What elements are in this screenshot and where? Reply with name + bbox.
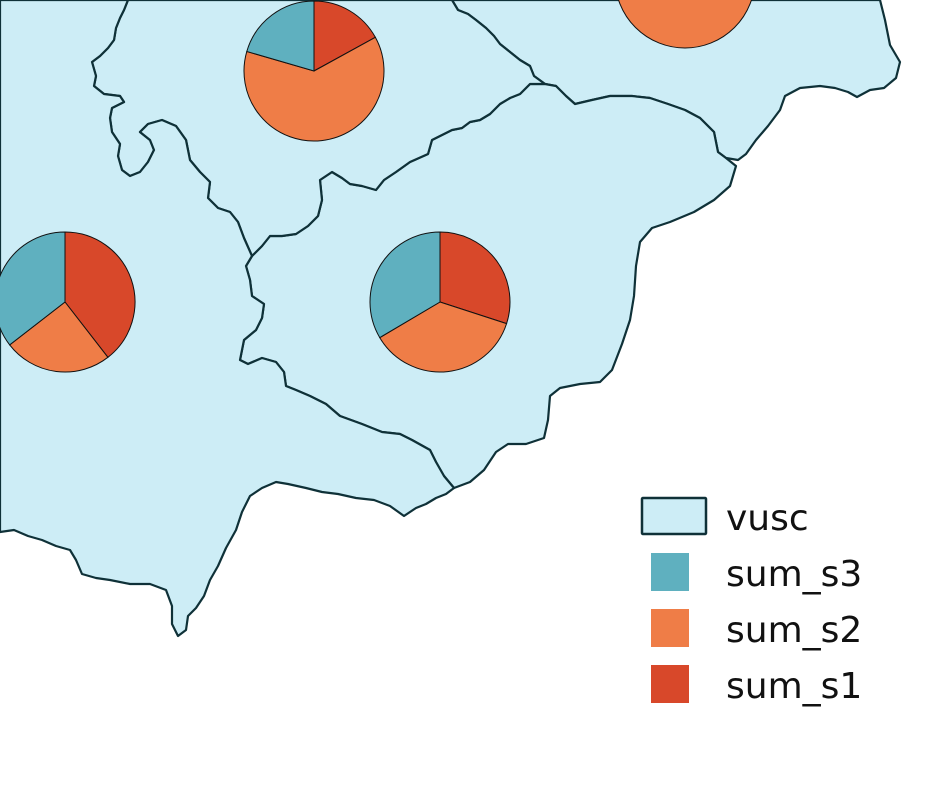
pie-slice-sum-s2-north-region — [243, 36, 385, 142]
legend-label-sum-s2: sum_s2 — [726, 610, 862, 651]
legend-swatch-vusc — [640, 496, 708, 536]
pie-slice-sum-s2-center-region — [379, 301, 508, 373]
region-west — [0, 0, 456, 638]
pie-slice-sum-s2-west-region — [8, 301, 109, 373]
legend: vusc sum_s3 sum_s2 sum_s1 — [640, 496, 862, 707]
legend-swatch-sum-s3 — [651, 553, 689, 591]
legend-swatch-sum-s1 — [651, 665, 689, 703]
pie-center-region — [369, 231, 511, 373]
pie-west-region — [0, 231, 136, 373]
legend-swatch-sum-s2 — [651, 609, 689, 647]
pie-northeast-region — [618, 0, 752, 49]
pie-slice-sum-s1-west-region — [64, 231, 136, 359]
legend-label-sum-s3: sum_s3 — [726, 554, 862, 595]
pie-slice-sum-s3-center-region — [369, 231, 441, 339]
legend-label-vusc: vusc — [726, 498, 809, 539]
pie-north-region — [243, 0, 385, 142]
pie-slice-sum-s1-north-region — [313, 0, 377, 72]
legend-label-sum-s1: sum_s1 — [726, 666, 862, 707]
pie-slice-sum-s1-center-region — [439, 231, 511, 325]
pie-slice-sum-s2-northeast-region — [618, 0, 752, 49]
pie-slice-sum-s3-west-region — [0, 231, 66, 346]
pie-charts-layer — [0, 0, 752, 373]
pie-slice-sum-s3-north-region — [246, 0, 315, 72]
